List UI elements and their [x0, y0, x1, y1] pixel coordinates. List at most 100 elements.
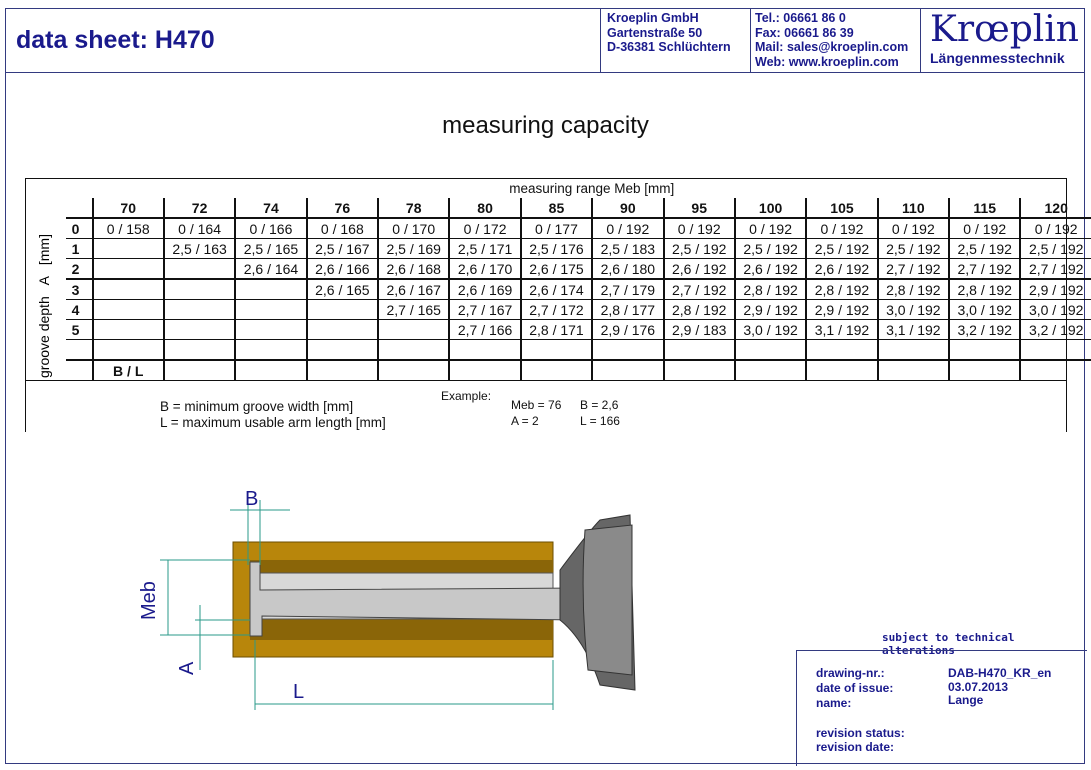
header-bar [5, 8, 1085, 73]
column-header: 115 [948, 198, 1021, 218]
table-cell [377, 319, 450, 340]
table-cell [162, 278, 236, 300]
table-cell: 2,9 / 192 [733, 299, 807, 320]
table-cell [162, 319, 236, 340]
table-cell: 2,6 / 170 [448, 258, 521, 279]
title-block [796, 650, 1087, 766]
table-cell: 2,6 / 168 [377, 258, 450, 279]
table-row [26, 339, 1091, 360]
divider [750, 8, 751, 72]
table-cell [91, 258, 164, 279]
table-cell [591, 359, 664, 380]
table-cell: 0 / 192 [876, 217, 950, 239]
divider [920, 8, 921, 72]
table-cell: 2,6 / 192 [662, 258, 735, 279]
phone: Tel.: 06661 86 0 [755, 11, 846, 25]
dim-meb-label: Meb [138, 581, 160, 620]
dim-b-label: B [245, 488, 258, 510]
example-label: Example: [441, 389, 492, 403]
company-name: Kroeplin GmbH [607, 11, 699, 25]
column-header: 76 [305, 198, 379, 218]
column-header: 74 [234, 198, 307, 218]
example-l: L = 166 [580, 414, 620, 428]
table-cell: 3,0 / 192 [876, 299, 950, 320]
table-cell: 2,7 / 165 [377, 299, 450, 320]
table-cell [305, 359, 379, 380]
table-cell [448, 339, 521, 360]
table-cell: 0 / 168 [305, 217, 379, 239]
table-cell: 0 / 166 [234, 217, 307, 239]
table-cell: 2,6 / 180 [591, 258, 664, 279]
row-label: 5 [65, 319, 93, 340]
table-cell: 2,8 / 177 [591, 299, 664, 320]
date-of-issue: 03.07.2013 [948, 680, 1009, 694]
gauge-drawing: B Meb A L [138, 488, 636, 710]
table-cell: 2,5 / 183 [591, 238, 664, 259]
table-cell [91, 319, 164, 340]
table-cell: 0 / 192 [1019, 217, 1091, 239]
table-row: 3 2,6 / 165 2,6 / 167 2,6 / 169 2,6 / 174 2,7… [26, 278, 1091, 300]
website: Web: www.kroeplin.com [755, 54, 899, 69]
column-header: 90 [591, 198, 664, 218]
column-header: 70 [91, 198, 164, 218]
column-header: 110 [876, 198, 950, 218]
table-cell: 2,7 / 167 [448, 299, 521, 320]
table-cell: 3,0 / 192 [1019, 299, 1091, 320]
kroeplin-logo: Krœplin [930, 9, 1079, 50]
page-frame [5, 8, 1085, 764]
table-cell: 2,7 / 166 [448, 319, 521, 340]
table-cell [876, 359, 950, 380]
table-cell [234, 359, 307, 380]
table-cell [733, 339, 807, 360]
column-header: 80 [448, 198, 521, 218]
company-street: Gartenstraße 50 [607, 25, 703, 40]
table-cell: 2,9 / 192 [805, 299, 878, 320]
table-cell: 2,5 / 176 [519, 238, 593, 259]
company-city: D-36381 Schlüchtern [607, 40, 731, 54]
table-row: 2 2,6 / 164 2,6 / 166 2,6 / 168 2,6 / 170 2,6… [26, 258, 1091, 280]
dimension-lines [160, 500, 554, 710]
company-address: Kroeplin GmbH Gartenstraße 50 D-36381 Sc… [607, 11, 731, 55]
divider [1066, 380, 1067, 432]
table-cell [1019, 339, 1091, 360]
table-cell [805, 359, 878, 380]
spacer [26, 320, 66, 340]
table-cell: 2,8 / 171 [519, 319, 593, 340]
table-cell: 2,6 / 164 [234, 258, 307, 279]
spacer [26, 300, 66, 320]
table-cell [662, 339, 735, 360]
table-cell [305, 339, 379, 360]
table-cell: 2,5 / 169 [377, 238, 450, 259]
column-header: 105 [805, 198, 878, 218]
table-cell: 3,1 / 192 [876, 319, 950, 340]
table-cell [948, 359, 1021, 380]
table-cell [305, 319, 379, 340]
row-label [65, 339, 93, 360]
row-label: 1 [65, 238, 93, 259]
table-cell [91, 339, 164, 360]
row-label [65, 359, 93, 380]
table-cell [162, 339, 236, 360]
table-cell: 0 / 192 [733, 217, 807, 239]
table-cell: 2,9 / 192 [1019, 278, 1091, 300]
table-cell: 2,5 / 167 [305, 238, 379, 259]
table-cell: 2,7 / 192 [876, 258, 950, 279]
table-cell: 0 / 172 [448, 217, 521, 239]
drawing-nr: DAB-H470_KR_en [948, 666, 1052, 680]
table-cell: 2,5 / 192 [662, 238, 735, 259]
table-cell [234, 278, 307, 300]
table-cell [1019, 359, 1091, 380]
table-cell: 2,9 / 176 [591, 319, 664, 340]
table-cell: 2,6 / 165 [305, 278, 379, 300]
column-header: 95 [662, 198, 735, 218]
column-header: 85 [519, 198, 593, 218]
spacer [26, 259, 66, 280]
gauge-housing [582, 524, 633, 676]
table-cell: 0 / 164 [162, 217, 236, 239]
table-cell [448, 359, 521, 380]
table-cell [377, 339, 450, 360]
row-label: 2 [65, 258, 93, 279]
table-cell: 3,1 / 192 [805, 319, 878, 340]
table-cell [733, 359, 807, 380]
